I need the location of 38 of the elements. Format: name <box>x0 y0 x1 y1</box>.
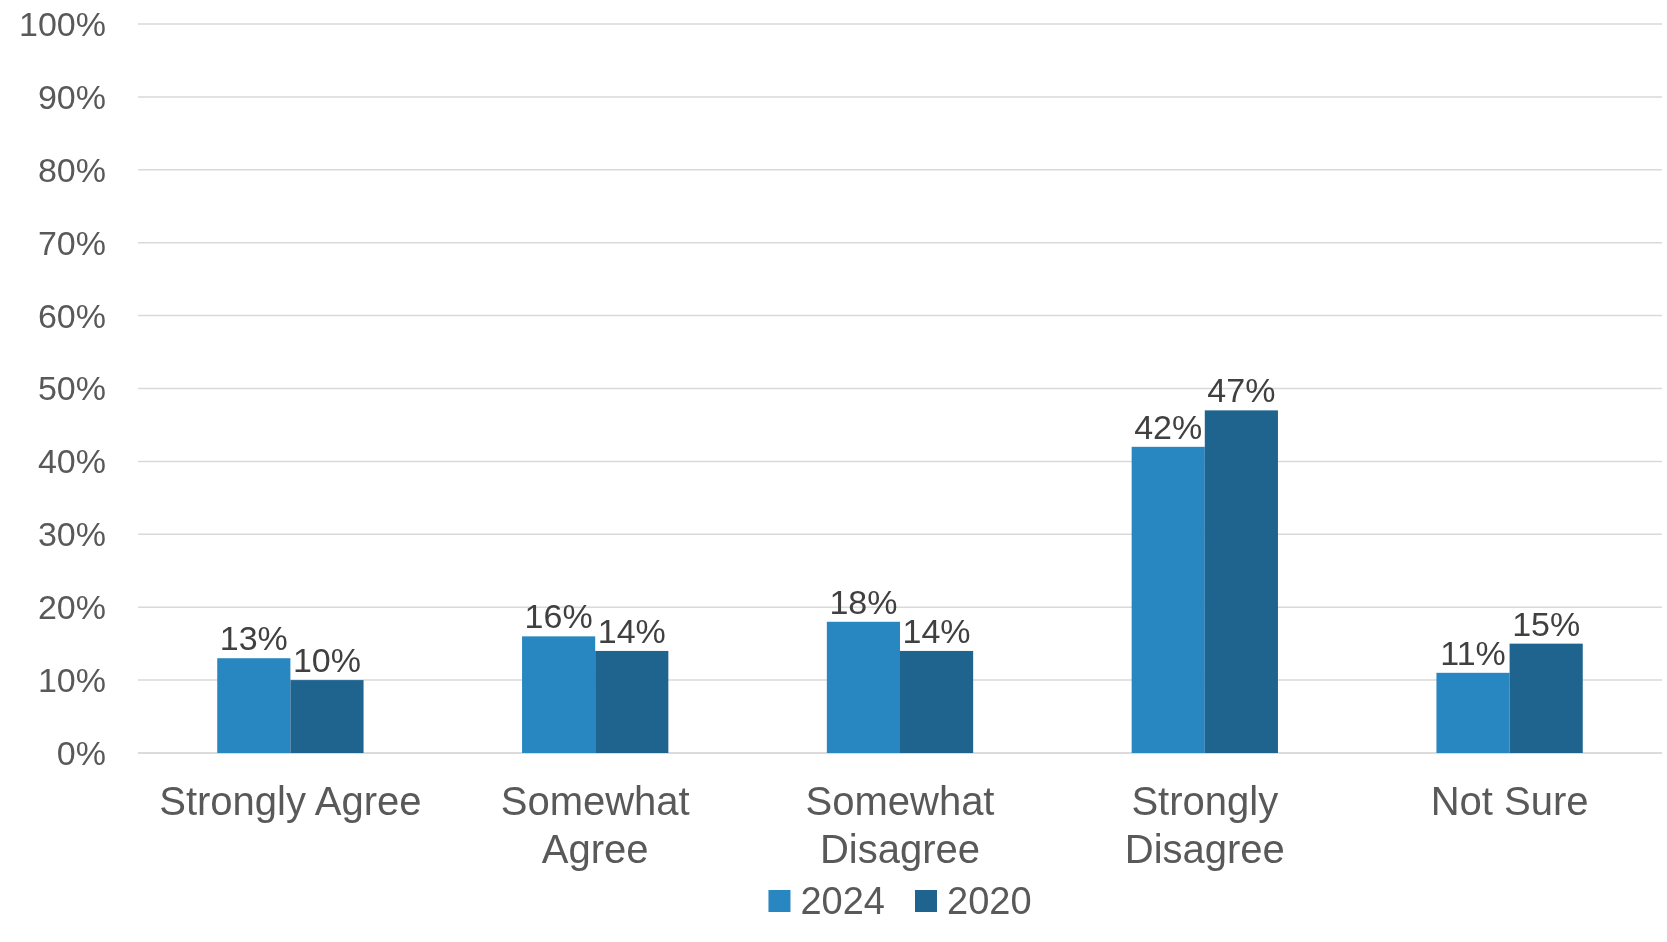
data-label: 47% <box>1207 371 1276 410</box>
data-label: 16% <box>524 597 593 636</box>
x-tick-label: Strongly Disagree <box>1124 779 1285 871</box>
bar <box>595 650 669 753</box>
bar <box>1131 446 1205 753</box>
y-tick-label: 70% <box>37 223 106 262</box>
y-tick-label: 90% <box>37 77 106 116</box>
bar <box>217 658 291 753</box>
bar <box>826 621 900 753</box>
data-label: 14% <box>597 611 666 650</box>
y-tick-label: 10% <box>37 661 106 699</box>
bar <box>1509 643 1583 753</box>
y-tick-label: 0% <box>56 733 106 772</box>
data-label: 42% <box>1134 407 1203 446</box>
x-tick-label: Strongly Agree <box>159 779 422 823</box>
x-tick-label: Somewhat Agree <box>500 779 690 871</box>
data-label: 18% <box>829 582 898 621</box>
bar <box>900 650 974 753</box>
data-label: 15% <box>1512 604 1581 643</box>
y-tick-label: 100% <box>19 4 106 43</box>
bar <box>522 636 596 753</box>
data-label: 11% <box>1440 633 1506 672</box>
x-tick-label: Not Sure <box>1430 779 1589 823</box>
legend-label: 2024 <box>800 880 886 922</box>
x-tick-label: Somewhat Disagree <box>805 779 995 871</box>
y-tick-label: 80% <box>37 150 106 189</box>
y-tick-label: 30% <box>37 515 106 554</box>
y-tick-label: 20% <box>37 588 106 627</box>
data-label: 14% <box>902 611 971 650</box>
bar <box>1204 410 1278 753</box>
bar <box>1436 672 1510 753</box>
y-tick-label: 50% <box>37 369 106 408</box>
y-tick-label: 60% <box>37 296 106 335</box>
data-label: 10% <box>292 641 362 680</box>
bar <box>290 680 364 753</box>
legend-label: 2020 <box>947 880 1032 922</box>
data-label: 13% <box>219 619 288 658</box>
y-tick-label: 40% <box>37 442 106 481</box>
